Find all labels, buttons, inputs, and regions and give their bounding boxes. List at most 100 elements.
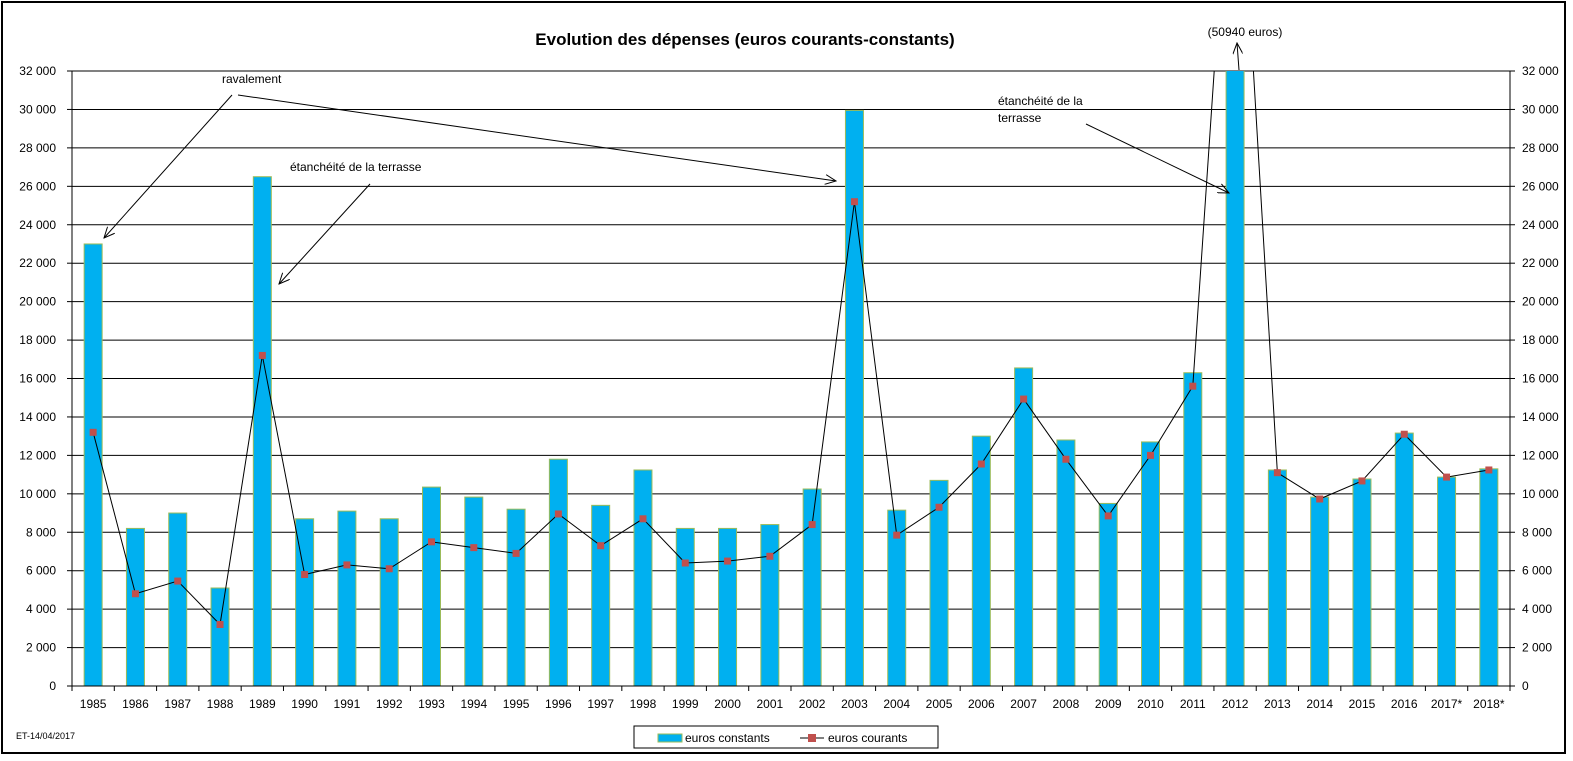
y-tick-label: 30 000 [19, 102, 56, 116]
point-2011 [1189, 382, 1197, 390]
bar-1992 [379, 518, 399, 687]
y2-tick-label: 26 000 [1522, 179, 1559, 193]
bar-1987 [168, 512, 188, 687]
x-tick-label: 1998 [630, 697, 657, 711]
x-tick-label: 1986 [122, 697, 149, 711]
bar-2014 [1310, 496, 1330, 687]
bar-2009 [1098, 502, 1118, 687]
annotation-etancheite-2012: étanchéité de la [998, 94, 1083, 108]
bar-2015 [1352, 478, 1372, 687]
y2-tick-label: 10 000 [1522, 487, 1559, 501]
x-tick-label: 1995 [503, 697, 530, 711]
point-2010 [1147, 451, 1154, 459]
y-tick-label: 24 000 [19, 218, 56, 232]
x-tick-label: 2006 [968, 697, 995, 711]
point-2002 [808, 521, 816, 529]
y2-tick-label: 14 000 [1522, 410, 1559, 424]
x-tick-label: 1993 [418, 697, 445, 711]
x-tick-label: 2015 [1349, 697, 1376, 711]
annotation-arrow [1085, 123, 1229, 193]
x-tick-label: 2007 [1010, 697, 1037, 711]
point-1991 [343, 561, 351, 569]
point-2018* [1485, 466, 1493, 474]
bar-1997 [591, 504, 611, 687]
point-2017* [1443, 473, 1451, 481]
x-tick-label: 1988 [207, 697, 234, 711]
x-tick-label: 1987 [164, 697, 191, 711]
x-tick-label: 2018* [1473, 697, 1505, 711]
y-tick-label: 8 000 [26, 525, 56, 539]
y-tick-label: 10 000 [19, 487, 56, 501]
y2-tick-label: 4 000 [1522, 602, 1552, 616]
y-tick-label: 18 000 [19, 333, 56, 347]
bar-2013 [1267, 469, 1287, 687]
point-2007 [1020, 395, 1028, 403]
point-1989 [258, 351, 266, 359]
y2-tick-label: 32 000 [1522, 64, 1559, 78]
bar-1986 [125, 527, 145, 687]
bar-2017* [1437, 476, 1457, 687]
bar-1994 [464, 496, 484, 687]
point-1986 [131, 590, 139, 598]
bar-2008 [1056, 439, 1076, 687]
point-2014 [1316, 495, 1324, 503]
point-2003 [850, 198, 858, 206]
point-2013 [1273, 469, 1281, 477]
y-tick-label: 26 000 [19, 179, 56, 193]
x-tick-label: 1990 [291, 697, 318, 711]
x-tick-label: 1991 [334, 697, 361, 711]
bar-2000 [718, 527, 738, 687]
y-tick-label: 14 000 [19, 410, 56, 424]
point-2004 [893, 531, 901, 539]
bar-1993 [422, 486, 441, 687]
x-tick-label: 2009 [1095, 697, 1122, 711]
y2-tick-label: 30 000 [1522, 102, 1559, 116]
point-2000 [724, 557, 732, 565]
point-1993 [428, 538, 435, 546]
point-1990 [301, 571, 309, 579]
x-tick-label: 2016 [1391, 697, 1418, 711]
point-2005 [935, 503, 943, 511]
y-tick-label: 2 000 [26, 641, 56, 655]
legend-label-constants: euros constants [685, 731, 770, 745]
point-2015 [1358, 477, 1366, 485]
bar-1996 [548, 458, 568, 687]
legend: euros constants euros courants [633, 725, 939, 749]
bar-1988 [210, 587, 230, 687]
annotation-arrow [104, 94, 233, 238]
y2-tick-label: 24 000 [1522, 218, 1559, 232]
x-tick-label: 2013 [1264, 697, 1291, 711]
point-2009 [1104, 512, 1112, 520]
y-tick-label: 0 [49, 679, 56, 693]
x-tick-label: 2010 [1137, 697, 1164, 711]
x-tick-label: 1985 [80, 697, 107, 711]
x-tick-label: 2014 [1306, 697, 1333, 711]
y2-tick-label: 28 000 [1522, 141, 1559, 155]
y-tick-label: 4 000 [26, 602, 56, 616]
bar-1985 [83, 243, 103, 687]
point-1995 [512, 549, 520, 557]
point-1998 [639, 515, 647, 523]
point-1988 [216, 621, 224, 628]
annotation-arrow [1237, 43, 1239, 71]
point-1999 [681, 559, 689, 567]
bar-1999 [675, 527, 695, 687]
bar-1991 [337, 510, 357, 687]
y2-tick-label: 6 000 [1522, 564, 1552, 578]
bar-2011 [1183, 372, 1203, 687]
y-tick-label: 28 000 [19, 141, 56, 155]
bar-2002 [802, 488, 822, 687]
bar-1995 [506, 508, 526, 687]
y-tick-label: 16 000 [19, 372, 56, 386]
legend-marker-courants [808, 734, 816, 742]
point-2001 [766, 552, 774, 560]
bar-2018* [1479, 468, 1499, 687]
y-tick-label: 32 000 [19, 64, 56, 78]
x-tick-label: 2005 [926, 697, 953, 711]
point-2016 [1400, 430, 1408, 438]
y2-tick-label: 22 000 [1522, 256, 1559, 270]
bar-2012 [1225, 71, 1245, 687]
point-1996 [554, 510, 562, 518]
point-1987 [174, 577, 182, 585]
